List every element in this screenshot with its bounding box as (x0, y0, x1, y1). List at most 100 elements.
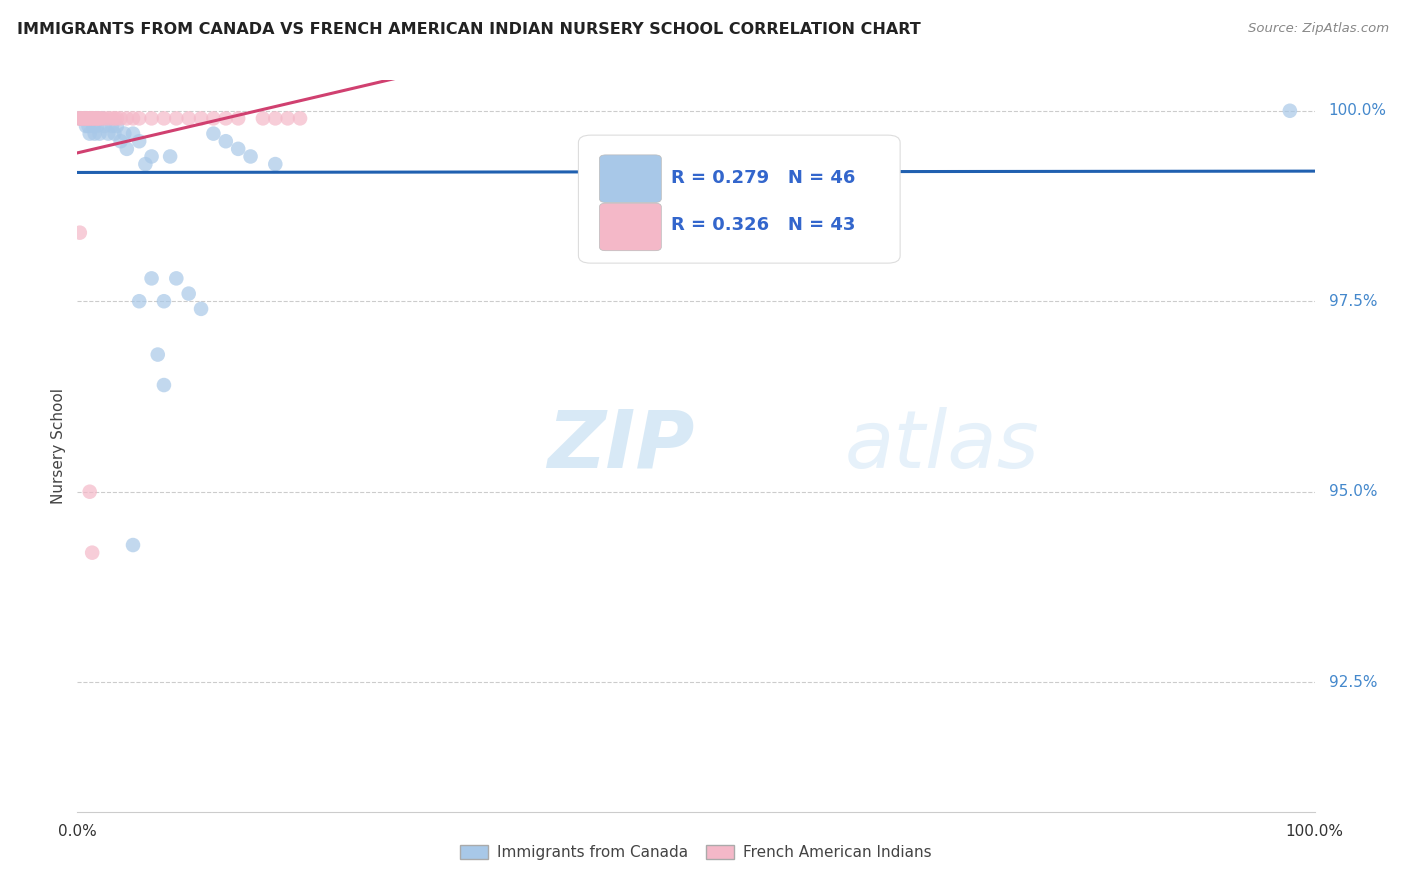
Point (76, 112, 98, 126)
Point (91, 112, 114, 126)
Point (83, 127, 105, 141)
Point (69, 112, 91, 126)
Text: IMMIGRANTS FROM CANADA VS FRENCH AMERICAN INDIAN NURSERY SCHOOL CORRELATION CHAR: IMMIGRANTS FROM CANADA VS FRENCH AMERICA… (17, 22, 921, 37)
Point (83, 112, 105, 126)
Point (79, 127, 101, 141)
Point (84, 112, 107, 126)
Point (122, 538, 145, 552)
Text: atlas: atlas (845, 407, 1039, 485)
Point (82, 112, 104, 126)
Point (82, 546, 104, 560)
Point (134, 157, 156, 171)
Point (75, 112, 97, 126)
Point (202, 112, 225, 126)
Point (77, 112, 100, 126)
Point (153, 112, 176, 126)
Point (141, 271, 163, 285)
Point (84, 112, 107, 126)
Point (110, 134, 132, 148)
Point (115, 112, 138, 126)
Point (86, 112, 108, 126)
Point (101, 112, 124, 126)
Point (177, 286, 200, 301)
Text: 92.5%: 92.5% (1329, 674, 1376, 690)
Point (177, 112, 200, 126)
Point (202, 127, 225, 141)
Point (80, 112, 103, 126)
Point (89, 127, 111, 141)
Point (112, 127, 135, 141)
Point (76, 112, 98, 126)
Point (79, 484, 101, 499)
Y-axis label: Nursery School: Nursery School (51, 388, 66, 504)
Point (141, 149, 163, 163)
Point (252, 112, 274, 126)
Point (141, 112, 163, 126)
Legend: Immigrants from Canada, French American Indians: Immigrants from Canada, French American … (454, 839, 938, 866)
Point (87, 112, 110, 126)
Point (277, 112, 299, 126)
Text: 95.0%: 95.0% (1329, 484, 1376, 500)
Text: Source: ZipAtlas.com: Source: ZipAtlas.com (1249, 22, 1389, 36)
Point (72, 112, 94, 126)
Point (105, 119, 128, 133)
Text: 97.5%: 97.5% (1329, 293, 1376, 309)
FancyBboxPatch shape (599, 155, 661, 202)
Point (93, 112, 115, 126)
Point (101, 119, 124, 133)
Point (288, 112, 311, 126)
Point (69, 112, 91, 126)
Point (82, 119, 104, 133)
Text: R = 0.326   N = 43: R = 0.326 N = 43 (671, 216, 856, 234)
Point (215, 112, 238, 126)
Point (165, 271, 187, 285)
Text: R = 0.279   N = 46: R = 0.279 N = 46 (671, 169, 856, 186)
Point (165, 112, 187, 126)
Point (67, 112, 90, 126)
Point (80, 112, 103, 126)
Point (70, 112, 93, 126)
Point (97, 127, 120, 141)
Point (89, 112, 111, 126)
Point (153, 294, 176, 309)
Point (79, 112, 101, 126)
Point (115, 142, 138, 156)
Point (264, 157, 287, 171)
Point (226, 142, 249, 156)
Point (77, 119, 100, 133)
Point (82, 112, 104, 126)
Point (146, 348, 169, 362)
Point (87, 112, 110, 126)
Point (239, 149, 262, 163)
Point (159, 149, 181, 163)
Point (75, 119, 97, 133)
Point (190, 112, 212, 126)
Point (226, 112, 249, 126)
Point (72, 112, 94, 126)
Text: ZIP: ZIP (547, 407, 695, 485)
Point (103, 127, 125, 141)
Point (122, 112, 145, 126)
Point (153, 378, 176, 392)
Text: 100.0%: 100.0% (1329, 103, 1386, 119)
Point (105, 112, 128, 126)
FancyBboxPatch shape (599, 203, 661, 251)
Point (73, 112, 96, 126)
Point (103, 112, 125, 126)
Point (110, 112, 132, 126)
Point (1278, 103, 1301, 118)
Point (122, 127, 145, 141)
Point (128, 134, 150, 148)
Point (73, 112, 96, 126)
Point (69, 226, 91, 240)
FancyBboxPatch shape (578, 136, 900, 263)
Point (97, 112, 120, 126)
Point (190, 301, 212, 316)
Point (93, 119, 115, 133)
Point (128, 112, 150, 126)
Point (264, 112, 287, 126)
Point (91, 112, 114, 126)
Point (215, 134, 238, 148)
Point (72, 112, 94, 126)
Point (72, 112, 94, 126)
